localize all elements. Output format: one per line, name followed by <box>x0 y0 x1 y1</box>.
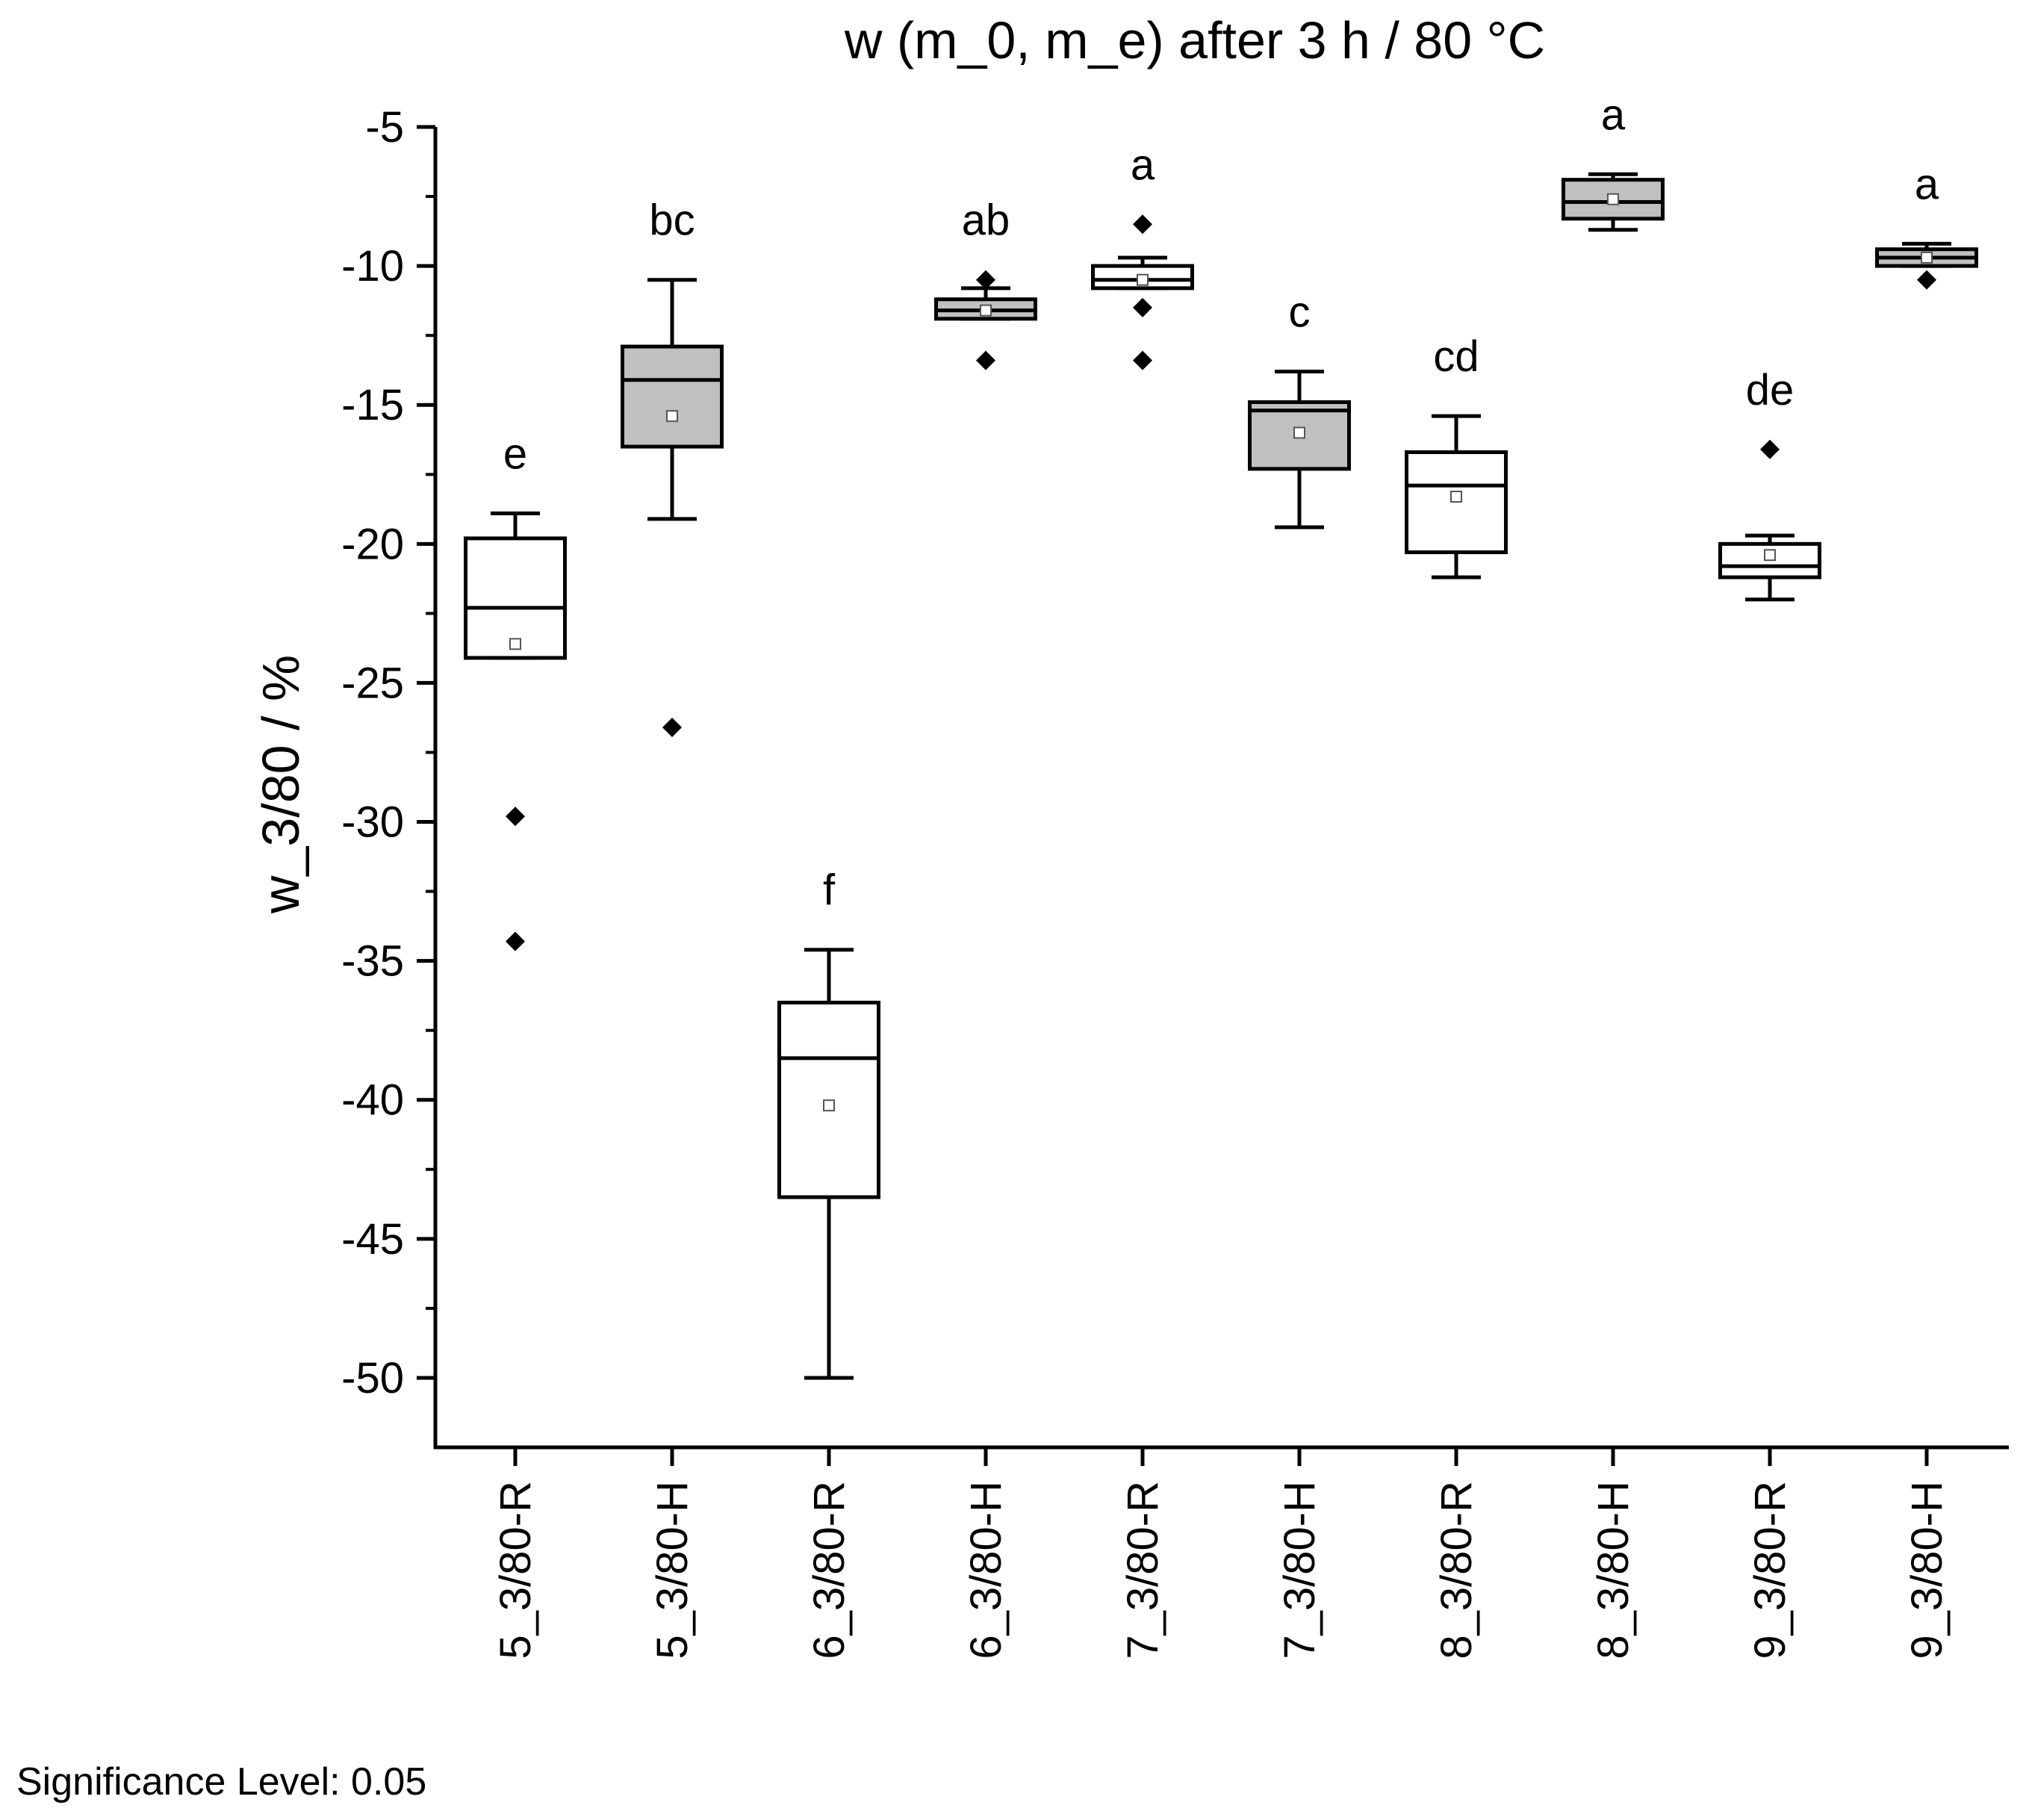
x-tick-label: 8_3/80-H <box>1589 1481 1638 1659</box>
outlier-point <box>1917 270 1936 290</box>
y-tick-label: -35 <box>341 937 404 986</box>
mean-marker <box>1921 251 1933 264</box>
box-9: de <box>1718 366 1821 602</box>
box-iqr <box>621 344 724 449</box>
significance-letter: f <box>823 866 836 915</box>
box-4: ab <box>934 196 1037 370</box>
mean-marker <box>1450 491 1462 503</box>
outlier-point <box>1133 214 1152 235</box>
significance-letter: c <box>1289 288 1311 337</box>
y-tick-label: -20 <box>341 520 404 568</box>
y-axis-label: w_3/80 / % <box>252 655 310 914</box>
box-6: c <box>1248 288 1351 529</box>
outlier-point <box>976 270 995 290</box>
box-1: e <box>464 429 567 951</box>
significance-letter: a <box>1131 140 1155 189</box>
box-iqr <box>464 536 567 660</box>
x-tick-label: 7_3/80-R <box>1119 1481 1167 1659</box>
outlier-point <box>506 807 525 827</box>
x-tick-label: 8_3/80-R <box>1432 1481 1481 1659</box>
x-ticks: 5_3/80-R 5_3/80-H 6_3/80-R 6_3/80-H 7_3/80-R… <box>491 1447 1951 1659</box>
x-tick-label: 7_3/80-H <box>1275 1481 1324 1659</box>
mean-marker <box>980 304 992 317</box>
y-tick-label: -40 <box>341 1076 404 1125</box>
mean-marker <box>1137 273 1149 286</box>
y-tick-label: -30 <box>341 798 404 847</box>
significance-letter: a <box>1915 160 1939 208</box>
mean-marker <box>666 410 678 423</box>
outlier-point <box>1133 297 1152 317</box>
x-tick-label: 6_3/80-R <box>805 1481 854 1659</box>
box-7: cd <box>1405 332 1508 580</box>
x-tick-label: 5_3/80-R <box>491 1481 540 1659</box>
significance-letter: de <box>1746 366 1794 414</box>
mean-marker <box>823 1099 835 1112</box>
chart-title: w (m_0, m_e) after 3 h / 80 °C <box>844 11 1545 69</box>
mean-marker <box>1293 426 1305 439</box>
boxes: e bc f ab a c cd a de a <box>464 90 1978 1380</box>
mean-marker <box>1607 193 1619 205</box>
outlier-point <box>1760 439 1780 459</box>
mean-marker <box>509 638 521 650</box>
y-tick-label: -45 <box>341 1215 404 1264</box>
axes <box>433 127 2009 1450</box>
mean-marker <box>1764 549 1776 562</box>
box-iqr <box>1248 400 1351 471</box>
x-tick-label: 9_3/80-R <box>1746 1481 1794 1659</box>
x-tick-label: 9_3/80-H <box>1903 1481 1951 1659</box>
y-ticks: -5 -10 -15 -20 -25 -30 -35 -40 -45 -50 <box>341 103 435 1403</box>
box-10: a <box>1875 160 1978 290</box>
x-tick-label: 6_3/80-H <box>962 1481 1010 1659</box>
box-5: a <box>1091 140 1194 370</box>
y-tick-label: -10 <box>341 242 404 291</box>
x-tick-label: 5_3/80-H <box>648 1481 697 1659</box>
y-tick-label: -25 <box>341 659 404 707</box>
y-tick-label: -15 <box>341 381 404 429</box>
y-tick-label: -50 <box>341 1354 404 1403</box>
box-2: bc <box>621 196 724 737</box>
box-8: a <box>1562 90 1665 232</box>
outlier-point <box>1133 350 1152 370</box>
significance-letter: ab <box>962 196 1010 245</box>
outlier-point <box>976 350 995 370</box>
significance-footnote: Significance Level: 0.05 <box>16 1760 427 1804</box>
box-3: f <box>777 866 880 1380</box>
significance-letter: e <box>503 429 527 478</box>
y-tick-label: -5 <box>365 103 404 152</box>
significance-letter: bc <box>649 196 695 245</box>
box-iqr <box>1718 541 1821 580</box>
significance-letter: cd <box>1433 332 1479 381</box>
significance-letter: a <box>1601 90 1626 139</box>
outlier-point <box>662 717 682 737</box>
outlier-point <box>506 931 525 951</box>
